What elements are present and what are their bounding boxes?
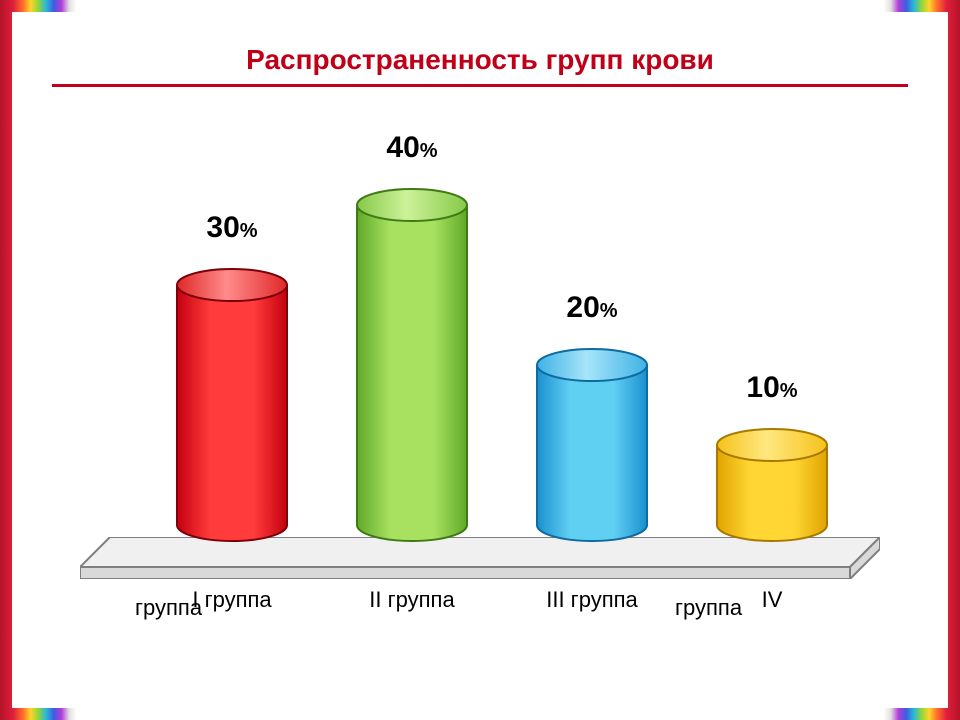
value-unit: % — [240, 220, 258, 242]
value-unit: % — [780, 380, 798, 402]
bar-1: 30%I группа — [175, 267, 289, 543]
value-number: 30 — [206, 211, 239, 244]
bar-2-category: II группа — [369, 587, 454, 613]
bar-4-category-line2: группа — [675, 595, 742, 621]
bar-4: 10%IV — [715, 427, 829, 543]
value-unit: % — [420, 140, 438, 162]
chart-title: Распространенность групп крови — [52, 44, 908, 76]
value-unit: % — [600, 300, 618, 322]
bar-1-category-line2: группа — [135, 595, 202, 621]
bar-2-value: 40% — [386, 131, 437, 165]
bar-2: 40%II группа — [355, 187, 469, 543]
chart-area: 30% I группа — [80, 97, 880, 617]
title-rule — [52, 84, 908, 87]
bar-1-value: 30% — [206, 211, 257, 245]
bar-3-category: III группа — [546, 587, 638, 613]
bar-1-category: I группа — [192, 587, 271, 613]
bar-3: 20%III группа — [535, 347, 649, 543]
value-number: 40 — [386, 131, 419, 164]
bar-4-value: 10% — [746, 371, 797, 405]
value-number: 10 — [746, 371, 779, 404]
value-number: 20 — [566, 291, 599, 324]
bar-3-value: 20% — [566, 291, 617, 325]
bar-4-category: IV — [762, 587, 783, 613]
